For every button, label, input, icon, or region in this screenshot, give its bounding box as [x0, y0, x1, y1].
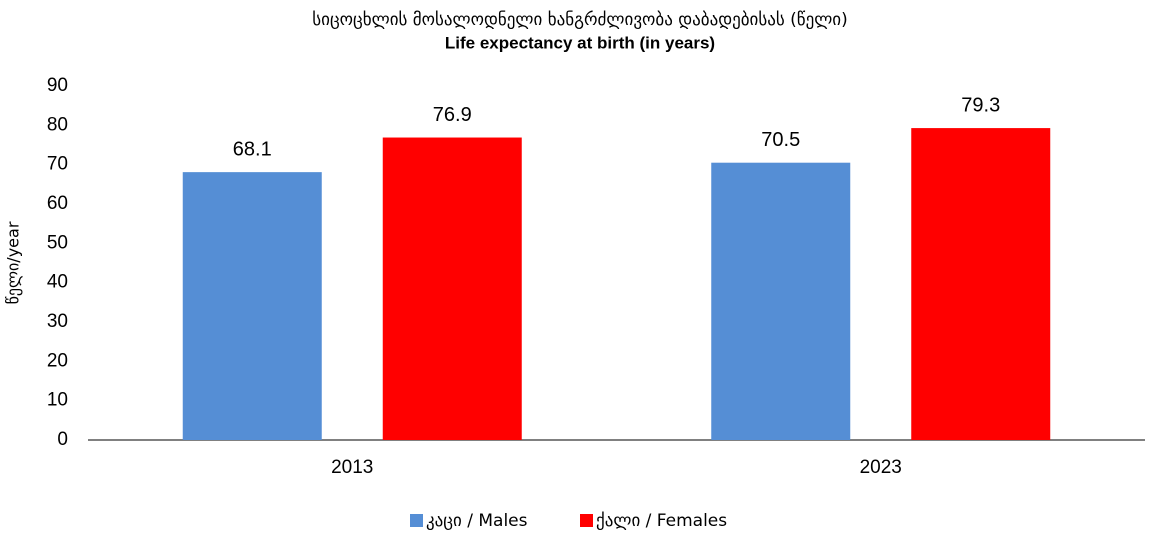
y-tick-label: 20 — [47, 350, 68, 371]
legend-label: კაცი / Males — [426, 511, 528, 531]
y-tick-label: 40 — [47, 272, 68, 293]
chart-title: სიცოცხლის მოსალოდნელი ხანგრძლივობა დაბად… — [312, 10, 847, 30]
y-tick-label: 50 — [47, 232, 68, 253]
chart-subtitle: Life expectancy at birth (in years) — [445, 33, 715, 52]
y-tick-label: 90 — [47, 75, 68, 96]
legend-label: ქალი / Females — [596, 511, 727, 531]
y-tick-label: 80 — [47, 114, 68, 135]
y-tick-label: 0 — [57, 429, 68, 450]
y-tick-label: 10 — [47, 390, 68, 411]
legend-swatch — [580, 514, 593, 527]
bar — [711, 162, 851, 440]
value-label: 79.3 — [961, 94, 1000, 116]
value-label: 68.1 — [233, 138, 272, 160]
bar — [382, 137, 522, 440]
legend-swatch — [410, 514, 423, 527]
bar — [182, 172, 322, 440]
y-tick-label: 30 — [47, 311, 68, 332]
y-tick-label: 60 — [47, 193, 68, 214]
x-tick-label: 2013 — [331, 457, 373, 478]
value-label: 76.9 — [433, 104, 472, 126]
value-label: 70.5 — [761, 129, 800, 151]
y-tick-label: 70 — [47, 154, 68, 175]
bar — [911, 128, 1051, 440]
x-tick-label: 2023 — [860, 457, 902, 478]
y-axis-label: წელი/year — [4, 221, 23, 304]
